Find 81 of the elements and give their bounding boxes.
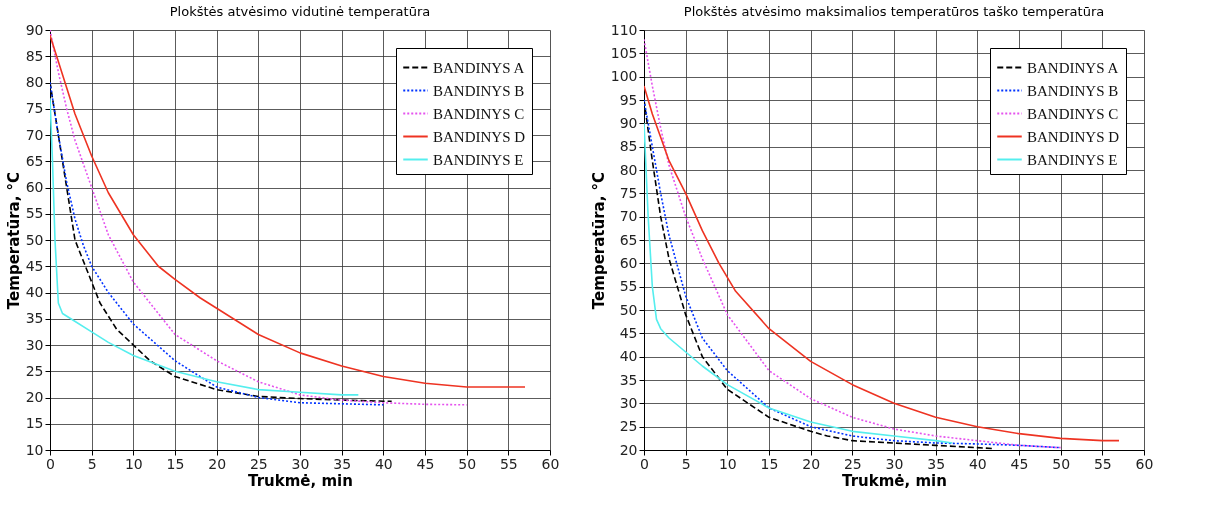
y-tick-label: 60 bbox=[619, 254, 638, 271]
y-tick-label: 35 bbox=[619, 371, 638, 388]
x-tick-label: 20 bbox=[208, 455, 227, 472]
x-tick-label: 15 bbox=[166, 455, 185, 472]
y-tick-label: 45 bbox=[25, 257, 44, 274]
x-tick-label: 0 bbox=[46, 455, 55, 472]
y-tick-label: 75 bbox=[619, 184, 638, 201]
y-tick-label: 40 bbox=[619, 348, 638, 365]
y-tick-label: 30 bbox=[25, 336, 44, 353]
legend-label: BANDINYS C bbox=[1027, 105, 1119, 122]
y-tick-label: 50 bbox=[619, 301, 638, 318]
x-tick-label: 55 bbox=[499, 455, 518, 472]
y-tick-label: 95 bbox=[619, 91, 638, 108]
y-tick-label: 75 bbox=[25, 100, 44, 117]
y-axis-title: Temperatūra, °C bbox=[589, 171, 608, 310]
x-tick-label: 55 bbox=[1093, 455, 1112, 472]
legend-label: BANDINYS A bbox=[1027, 59, 1119, 76]
x-tick-label: 35 bbox=[927, 455, 946, 472]
x-tick-label: 15 bbox=[760, 455, 779, 472]
y-tick-label: 45 bbox=[619, 324, 638, 341]
y-tick-label: 55 bbox=[25, 205, 44, 222]
x-tick-label: 60 bbox=[1135, 455, 1154, 472]
x-tick-label: 10 bbox=[124, 455, 143, 472]
legend-label: BANDINYS A bbox=[433, 59, 525, 76]
legend-label: BANDINYS B bbox=[433, 82, 525, 99]
x-tick-label: 35 bbox=[333, 455, 352, 472]
x-tick-label: 10 bbox=[718, 455, 737, 472]
legend-label: BANDINYS C bbox=[433, 105, 525, 122]
y-tick-label: 35 bbox=[25, 310, 44, 327]
line-series bbox=[644, 122, 954, 444]
x-tick-label: 0 bbox=[640, 455, 649, 472]
y-tick-label: 20 bbox=[619, 441, 638, 458]
legend-label: BANDINYS E bbox=[433, 151, 524, 168]
y-tick-label: 110 bbox=[610, 21, 638, 38]
y-tick-label: 90 bbox=[619, 114, 638, 131]
y-tick-label: 100 bbox=[610, 68, 638, 85]
y-tick-label: 60 bbox=[25, 179, 44, 195]
y-tick-label: 25 bbox=[25, 362, 44, 379]
legend-label: BANDINYS D bbox=[433, 128, 526, 145]
y-tick-label: 65 bbox=[619, 231, 638, 248]
x-tick-label: 30 bbox=[885, 455, 904, 472]
x-tick-label: 40 bbox=[374, 455, 393, 472]
y-tick-label: 65 bbox=[25, 152, 44, 169]
y-axis-title: Temperatūra, °C bbox=[4, 171, 23, 310]
y-tick-label: 55 bbox=[619, 278, 638, 295]
y-tick-label: 90 bbox=[25, 21, 44, 38]
x-tick-label: 20 bbox=[802, 455, 821, 472]
y-tick-label: 105 bbox=[610, 44, 638, 61]
y-tick-label: 15 bbox=[25, 415, 44, 432]
legend-label: BANDINYS D bbox=[1027, 128, 1120, 145]
y-tick-label: 70 bbox=[25, 126, 44, 143]
y-tick-label: 85 bbox=[25, 47, 44, 64]
y-tick-label: 85 bbox=[619, 138, 638, 155]
x-tick-label: 60 bbox=[541, 455, 560, 472]
y-tick-label: 25 bbox=[619, 418, 638, 435]
x-tick-label: 25 bbox=[843, 455, 862, 472]
y-tick-label: 10 bbox=[25, 441, 44, 458]
x-tick-label: 50 bbox=[458, 455, 477, 472]
y-tick-label: 80 bbox=[25, 74, 44, 90]
x-axis-title: Trukmė, min bbox=[248, 471, 353, 490]
y-tick-label: 70 bbox=[619, 208, 638, 225]
y-tick-label: 30 bbox=[619, 394, 638, 411]
legend-label: BANDINYS B bbox=[1027, 82, 1119, 99]
y-tick-label: 50 bbox=[25, 231, 44, 248]
x-tick-label: 50 bbox=[1052, 455, 1071, 472]
chart-title: Plokštės atvėsimo vidutinė temperatūra bbox=[169, 4, 431, 19]
y-tick-label: 40 bbox=[25, 284, 44, 300]
line-series bbox=[644, 85, 1120, 442]
chart-title: Plokštės atvėsimo maksimalios temperatūros taško temperatūra bbox=[683, 4, 1105, 19]
x-tick-label: 45 bbox=[416, 455, 435, 472]
y-tick-label: 80 bbox=[619, 161, 638, 178]
x-tick-label: 30 bbox=[291, 455, 310, 472]
x-tick-label: 5 bbox=[87, 455, 97, 472]
legend-label: BANDINYS E bbox=[1027, 151, 1118, 168]
x-axis-title: Trukmė, min bbox=[842, 471, 947, 490]
y-tick-label: 20 bbox=[25, 389, 44, 405]
x-tick-label: 45 bbox=[1010, 455, 1029, 472]
x-tick-label: 25 bbox=[249, 455, 268, 472]
x-tick-label: 40 bbox=[968, 455, 987, 472]
line-series bbox=[50, 34, 526, 388]
x-tick-label: 5 bbox=[681, 455, 691, 472]
